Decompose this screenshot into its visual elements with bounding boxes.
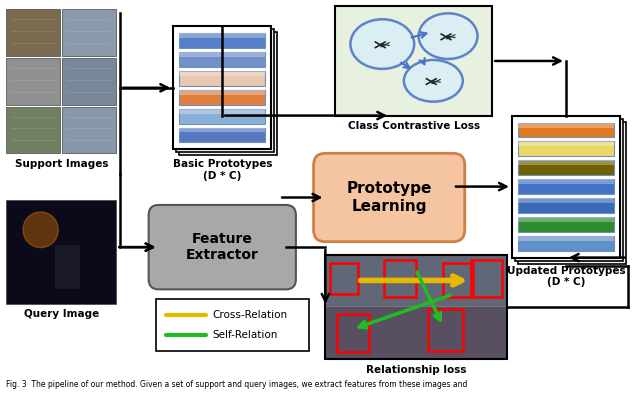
Bar bbox=[62, 107, 116, 153]
Bar bbox=[173, 26, 271, 149]
Bar bbox=[179, 90, 266, 95]
Bar bbox=[325, 254, 507, 306]
Bar bbox=[518, 141, 614, 146]
Text: Relationship loss: Relationship loss bbox=[366, 365, 467, 375]
Bar bbox=[518, 141, 614, 156]
Bar bbox=[179, 33, 266, 48]
Bar bbox=[518, 160, 614, 165]
Bar bbox=[6, 10, 60, 56]
Bar bbox=[518, 198, 614, 213]
Bar bbox=[330, 262, 358, 294]
Bar bbox=[6, 58, 60, 105]
Bar bbox=[443, 262, 472, 297]
Text: Self-Relation: Self-Relation bbox=[212, 330, 278, 340]
Text: Support Images: Support Images bbox=[15, 159, 108, 169]
Ellipse shape bbox=[350, 19, 414, 69]
Bar bbox=[335, 6, 492, 116]
Bar bbox=[518, 121, 626, 264]
Bar bbox=[518, 123, 614, 127]
Text: Cross-Relation: Cross-Relation bbox=[212, 310, 287, 320]
Text: Feature
Extractor: Feature Extractor bbox=[186, 232, 259, 262]
Bar bbox=[62, 58, 116, 105]
Bar bbox=[518, 236, 614, 241]
Bar bbox=[384, 260, 415, 297]
Bar bbox=[179, 52, 266, 67]
Bar bbox=[62, 10, 116, 56]
FancyBboxPatch shape bbox=[314, 153, 465, 242]
Circle shape bbox=[23, 212, 58, 248]
Bar bbox=[157, 299, 308, 351]
Ellipse shape bbox=[419, 13, 477, 59]
Text: Basic Prototypes
(D * C): Basic Prototypes (D * C) bbox=[173, 159, 272, 181]
Bar bbox=[6, 107, 60, 153]
Bar bbox=[518, 179, 614, 194]
Text: Class Contrastive Loss: Class Contrastive Loss bbox=[348, 121, 480, 131]
Bar bbox=[515, 119, 623, 260]
Bar bbox=[518, 198, 614, 203]
Bar bbox=[428, 309, 463, 351]
Bar bbox=[179, 127, 266, 133]
Text: Prototype
Learning: Prototype Learning bbox=[346, 181, 432, 214]
Bar bbox=[179, 90, 266, 105]
Bar bbox=[176, 29, 275, 152]
Bar bbox=[518, 123, 614, 137]
Bar bbox=[325, 306, 507, 358]
Bar bbox=[179, 109, 266, 123]
Bar bbox=[179, 33, 266, 38]
FancyBboxPatch shape bbox=[148, 205, 296, 289]
Bar bbox=[337, 314, 369, 352]
Bar bbox=[179, 127, 266, 143]
Text: Updated Prototypes
(D * C): Updated Prototypes (D * C) bbox=[506, 266, 625, 287]
Bar bbox=[6, 200, 116, 304]
Text: Fig. 3  The pipeline of our method. Given a set of support and query images, we : Fig. 3 The pipeline of our method. Given… bbox=[6, 380, 468, 389]
Text: Query Image: Query Image bbox=[24, 309, 99, 319]
Bar bbox=[179, 109, 266, 114]
Bar bbox=[518, 236, 614, 251]
Bar bbox=[518, 217, 614, 222]
Bar bbox=[179, 71, 266, 86]
Bar bbox=[325, 254, 507, 359]
Bar bbox=[179, 52, 266, 57]
Bar bbox=[518, 179, 614, 184]
Bar bbox=[512, 116, 620, 258]
Bar bbox=[179, 71, 266, 76]
Bar bbox=[56, 245, 80, 289]
Bar bbox=[518, 217, 614, 232]
Bar bbox=[470, 260, 502, 297]
Bar bbox=[518, 160, 614, 175]
Bar bbox=[179, 32, 277, 155]
Ellipse shape bbox=[404, 60, 463, 102]
